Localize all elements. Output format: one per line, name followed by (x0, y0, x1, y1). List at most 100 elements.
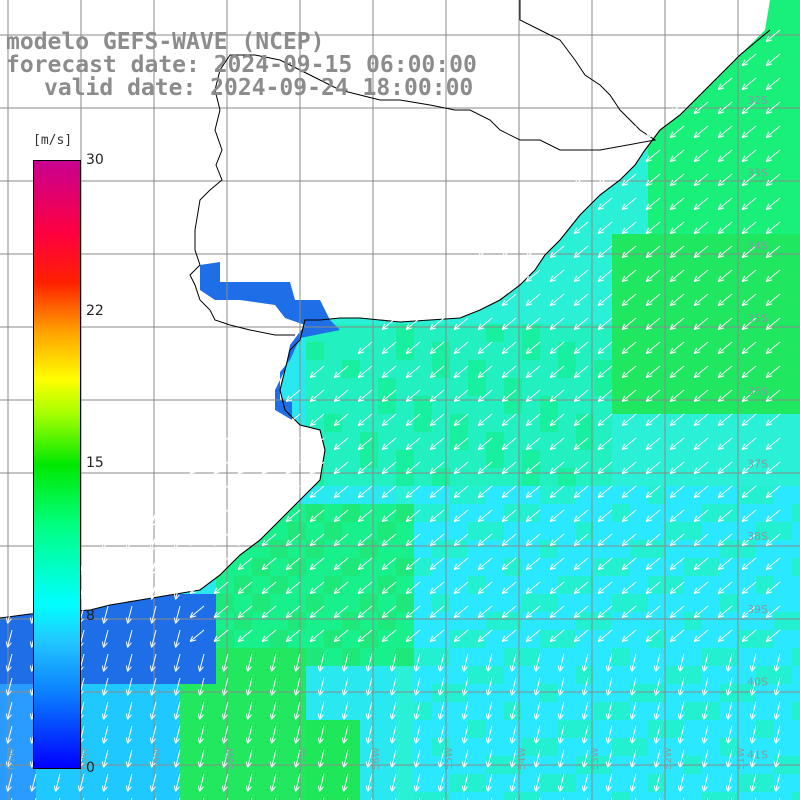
wind-cell (432, 360, 451, 379)
arrow-head (103, 570, 108, 576)
arrow-head (717, 323, 722, 330)
wind-arrow (357, 437, 373, 450)
wind-arrow (573, 389, 589, 402)
arrow-shaft (583, 701, 589, 720)
wind-arrow (453, 557, 469, 570)
wind-cell (792, 18, 800, 37)
wind-arrow (509, 725, 517, 744)
wind-cell (612, 648, 631, 667)
arrow-head (718, 519, 725, 522)
wind-arrow (333, 365, 349, 378)
arrow-head (463, 666, 468, 672)
wind-cell (522, 450, 541, 469)
arrow-shaft (525, 485, 541, 498)
arrow-head (429, 323, 434, 330)
arrow-head (597, 203, 602, 210)
arrow-head (766, 591, 773, 594)
arrow-head (247, 738, 252, 744)
arrow-shaft (645, 413, 661, 426)
wind-arrow (581, 653, 589, 672)
arrow-shaft (429, 605, 445, 618)
arrow-head (295, 762, 300, 768)
arrow-head (693, 347, 698, 354)
arrow-head (766, 279, 773, 282)
wind-arrow (605, 749, 613, 768)
wind-arrow (749, 749, 757, 768)
arrow-shaft (477, 509, 493, 522)
wind-arrow (173, 629, 181, 648)
wind-arrow (765, 341, 781, 354)
arrow-head (463, 690, 468, 696)
arrow-head (557, 689, 561, 696)
arrow-shaft (717, 461, 733, 474)
arrow-head (511, 786, 516, 792)
arrow-head (245, 665, 249, 672)
arrow-shaft (343, 749, 349, 768)
wind-cell (684, 720, 703, 739)
wind-arrow (645, 221, 661, 234)
arrow-head (238, 591, 245, 594)
wind-arrow (749, 701, 757, 720)
arrow-head (511, 714, 516, 720)
wind-arrow (605, 725, 613, 744)
arrow-head (101, 569, 105, 576)
arrow-shaft (703, 773, 709, 792)
wind-arrow (509, 677, 517, 696)
arrow-head (175, 642, 180, 648)
wind-cell (558, 288, 577, 307)
wind-cell (702, 666, 721, 685)
wind-arrow (381, 485, 397, 498)
arrow-head (333, 395, 338, 402)
wind-arrow (693, 293, 709, 306)
wind-cell (666, 522, 685, 541)
arrow-head (717, 131, 722, 138)
arrow-head (454, 519, 461, 522)
wind-cell (522, 342, 541, 361)
arrow-shaft (271, 773, 277, 792)
arrow-head (382, 399, 389, 402)
wind-arrow (429, 317, 445, 330)
arrow-shaft (391, 749, 397, 768)
wind-cell (756, 792, 775, 800)
wind-arrow (677, 749, 685, 768)
wind-cell (504, 720, 523, 739)
arrow-shaft (333, 389, 349, 402)
arrow-head (149, 761, 153, 768)
wind-arrow (573, 461, 589, 474)
wind-cell (648, 738, 667, 757)
arrow-shaft (295, 749, 301, 768)
arrow-shaft (189, 581, 205, 594)
wind-cell (378, 468, 397, 487)
wind-cell (774, 198, 793, 217)
arrow-head (526, 351, 533, 354)
arrow-head (741, 539, 746, 546)
wind-cell (306, 594, 325, 613)
arrow-shaft (175, 629, 181, 648)
wind-cell (756, 738, 775, 757)
arrow-head (317, 689, 321, 696)
arrow-head (701, 689, 705, 696)
arrow-head (213, 467, 218, 474)
wind-cell (756, 198, 775, 217)
wind-cell (792, 666, 800, 685)
arrow-shaft (429, 629, 445, 642)
wind-arrow (717, 245, 733, 258)
arrow-head (357, 443, 362, 450)
arrow-head (333, 491, 338, 498)
arrow-shaft (151, 605, 157, 624)
wind-cell (720, 612, 739, 631)
arrow-head (175, 570, 180, 576)
arrow-head (221, 713, 225, 720)
wind-arrow (237, 629, 253, 642)
arrow-head (718, 63, 725, 66)
lon-label: 60W (79, 747, 90, 770)
wind-arrow (501, 365, 517, 378)
wind-arrow (621, 341, 637, 354)
wind-arrow (717, 221, 733, 234)
arrow-head (262, 519, 269, 522)
wind-cell (108, 792, 127, 800)
wind-cell (648, 216, 667, 235)
wind-arrow (333, 629, 349, 642)
arrow-shaft (717, 437, 733, 450)
